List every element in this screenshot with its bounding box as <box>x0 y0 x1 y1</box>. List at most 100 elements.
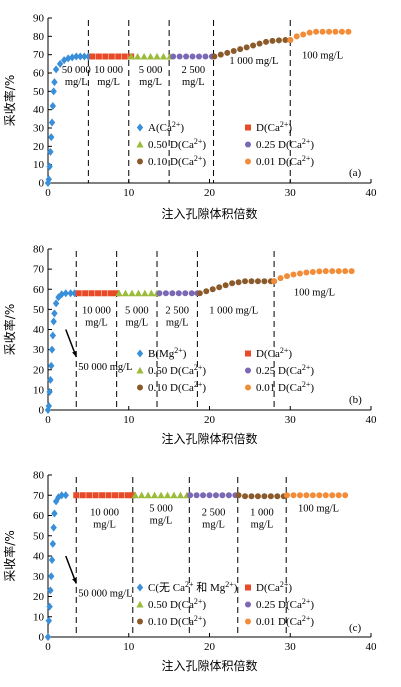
data-point <box>188 290 195 297</box>
data-point <box>225 492 232 499</box>
data-point <box>52 65 60 74</box>
data-point <box>202 53 209 60</box>
data-point <box>309 492 316 499</box>
data-point <box>170 53 177 60</box>
y-tick-label: 70 <box>33 264 45 276</box>
data-point <box>67 289 74 298</box>
data-point <box>235 492 242 499</box>
data-point <box>200 492 207 499</box>
legend-label: 0.25 D(Ca2+​) <box>256 363 314 377</box>
data-point <box>138 491 146 499</box>
chart-panel-c: 0 10 20 30 40 50 60 70 80 0 10 20 30 40 注入孔隙体积倍数 采收率/% 1… <box>2 470 377 674</box>
data-point <box>113 290 120 297</box>
data-point <box>131 491 139 499</box>
legend-label: 0.10 D(Ca2+​) <box>148 380 206 394</box>
data-point <box>303 492 310 499</box>
data-point <box>338 28 345 35</box>
arrow-head-icon <box>72 577 77 584</box>
legend-marker <box>136 349 144 358</box>
data-point <box>269 37 276 44</box>
data-point <box>79 492 86 499</box>
data-point <box>75 290 82 297</box>
data-point <box>141 289 149 297</box>
stage-concentration-label: 5 000 mg/L <box>149 503 173 526</box>
x-tick-label: 20 <box>204 187 216 199</box>
data-point <box>95 53 102 60</box>
data-point <box>329 268 336 275</box>
data-point <box>47 147 54 156</box>
legend-label: C(无 Ca2+​ 和 Mg2+​) <box>148 580 238 594</box>
data-point <box>212 492 219 499</box>
data-point <box>50 523 57 532</box>
y-tick-label: 20 <box>33 141 45 153</box>
stage-concentration-label: 10 000 mg/L <box>90 508 119 531</box>
data-point <box>140 52 148 60</box>
chart-panel-b: 0 10 20 30 40 50 60 70 80 0 10 20 30 40 注入孔隙体积倍数 采收率/% 1… <box>2 244 377 447</box>
data-point <box>290 271 297 278</box>
data-point <box>242 493 249 500</box>
data-point <box>105 492 112 499</box>
data-point <box>50 87 57 96</box>
stage-concentration-label: 10 000 mg/L <box>94 65 123 88</box>
data-point <box>147 289 155 297</box>
data-point <box>92 492 99 499</box>
data-point <box>342 268 349 275</box>
y-tick-label: 80 <box>33 470 45 482</box>
legend: A(Ca2+​) D(Ca2+​) 0.50 D(Ca2+​) 0.25 D(Ca2+… <box>136 120 314 168</box>
data-point <box>50 317 57 326</box>
arrow-label: 50 000 mg/L <box>78 362 132 373</box>
legend-label: 0.50 D(Ca2+​) <box>148 363 206 377</box>
y-tick-label: 20 <box>33 364 45 376</box>
x-tick-label: 0 <box>45 414 51 426</box>
stage-concentration-label: 1 000 mg/L <box>209 305 258 316</box>
data-point <box>73 52 80 61</box>
data-point <box>45 175 53 184</box>
data-point <box>254 493 261 500</box>
y-axis-label: 采收率/% <box>2 530 17 581</box>
stage-concentration-label: 10 000 mg/L <box>82 305 111 328</box>
series-3 <box>156 290 201 297</box>
legend-marker <box>245 350 251 357</box>
x-tick-label: 20 <box>204 641 216 653</box>
y-tick-label: 40 <box>33 104 45 116</box>
data-point <box>169 290 176 297</box>
data-point <box>48 361 55 370</box>
data-point <box>290 492 297 499</box>
legend-marker <box>137 618 143 625</box>
x-tick-label: 30 <box>285 187 297 199</box>
data-point <box>73 492 80 499</box>
panel-label: (a) <box>349 167 362 179</box>
data-point <box>189 53 196 60</box>
data-point <box>216 284 223 291</box>
data-point <box>47 375 54 384</box>
data-point <box>229 280 236 287</box>
legend-marker <box>136 600 144 608</box>
stage-concentration-label: 100 mg/L <box>302 50 343 61</box>
data-point <box>237 46 244 53</box>
data-point <box>121 53 128 60</box>
legend-label: 0.10 D(Ca2+​) <box>148 614 206 628</box>
data-point <box>121 289 130 297</box>
x-axis-label: 注入孔隙体积倍数 <box>161 658 257 673</box>
data-point <box>45 401 53 410</box>
data-point <box>316 492 323 499</box>
data-point <box>222 282 229 289</box>
stage-concentration-label: 2 500 mg/L <box>165 305 189 328</box>
x-tick-label: 10 <box>123 414 135 426</box>
data-point <box>108 53 115 60</box>
data-point <box>282 37 289 43</box>
y-axis-label: 采收率/% <box>2 75 17 126</box>
data-point <box>48 133 55 142</box>
series-5 <box>287 28 352 43</box>
data-point <box>58 290 65 299</box>
legend-label: A(Ca2+​) <box>148 120 184 134</box>
data-point <box>77 52 84 61</box>
data-point <box>326 28 333 35</box>
data-point <box>157 491 165 499</box>
data-point <box>303 269 310 276</box>
data-point <box>127 52 135 60</box>
data-point <box>329 492 336 499</box>
y-tick-label: 90 <box>33 13 45 25</box>
stage-concentration-label: 50 000 mg/L <box>62 65 91 88</box>
